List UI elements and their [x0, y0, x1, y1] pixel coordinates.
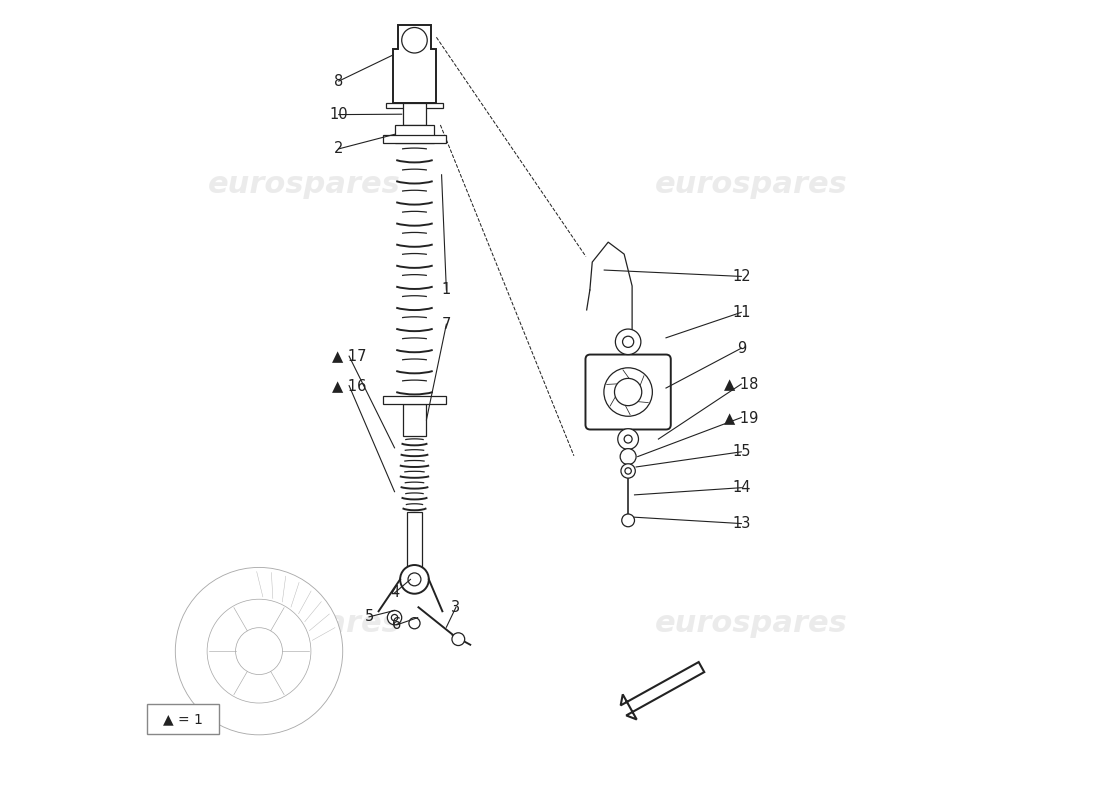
Circle shape: [175, 567, 343, 735]
Circle shape: [620, 449, 636, 465]
Text: 10: 10: [329, 107, 348, 122]
Circle shape: [618, 429, 638, 450]
Text: 11: 11: [733, 305, 750, 320]
Text: eurospares: eurospares: [208, 609, 400, 638]
Circle shape: [392, 614, 398, 621]
Circle shape: [621, 514, 635, 526]
Text: ▲ = 1: ▲ = 1: [163, 712, 204, 726]
Circle shape: [452, 633, 464, 646]
Bar: [147, 704, 219, 734]
Text: 12: 12: [732, 269, 750, 284]
FancyBboxPatch shape: [585, 354, 671, 430]
Circle shape: [402, 27, 427, 53]
Text: ▲ 18: ▲ 18: [724, 377, 759, 391]
Text: eurospares: eurospares: [656, 170, 848, 199]
Text: 2: 2: [334, 142, 343, 156]
Circle shape: [625, 468, 631, 474]
Circle shape: [624, 435, 632, 443]
Text: 13: 13: [733, 516, 750, 531]
Bar: [384, 135, 446, 143]
Text: ▲ 19: ▲ 19: [724, 410, 759, 425]
Circle shape: [409, 618, 420, 629]
Text: 14: 14: [733, 480, 750, 495]
Text: eurospares: eurospares: [208, 170, 400, 199]
Circle shape: [387, 610, 402, 625]
Text: 1: 1: [442, 282, 451, 298]
Circle shape: [408, 573, 421, 586]
Circle shape: [207, 599, 311, 703]
Polygon shape: [620, 662, 704, 719]
Circle shape: [604, 368, 652, 416]
Polygon shape: [393, 26, 437, 103]
Bar: [395, 126, 433, 143]
Bar: [384, 396, 446, 404]
Bar: [404, 103, 426, 126]
Text: 5: 5: [364, 610, 374, 624]
Circle shape: [623, 336, 634, 347]
Text: 8: 8: [334, 74, 343, 89]
Circle shape: [400, 565, 429, 594]
Bar: [407, 512, 421, 571]
Text: 6: 6: [393, 618, 402, 632]
Text: 4: 4: [389, 586, 399, 601]
Text: 3: 3: [451, 600, 461, 614]
Bar: [403, 404, 427, 436]
Text: 7: 7: [442, 317, 451, 332]
Text: ▲ 16: ▲ 16: [332, 378, 366, 393]
Circle shape: [615, 329, 641, 354]
Circle shape: [615, 378, 641, 406]
Text: ▲ 17: ▲ 17: [332, 349, 366, 364]
Circle shape: [621, 464, 636, 478]
Text: 9: 9: [737, 341, 746, 356]
Bar: [386, 103, 443, 108]
Text: eurospares: eurospares: [656, 609, 848, 638]
Text: 15: 15: [733, 444, 750, 459]
Circle shape: [235, 628, 283, 674]
